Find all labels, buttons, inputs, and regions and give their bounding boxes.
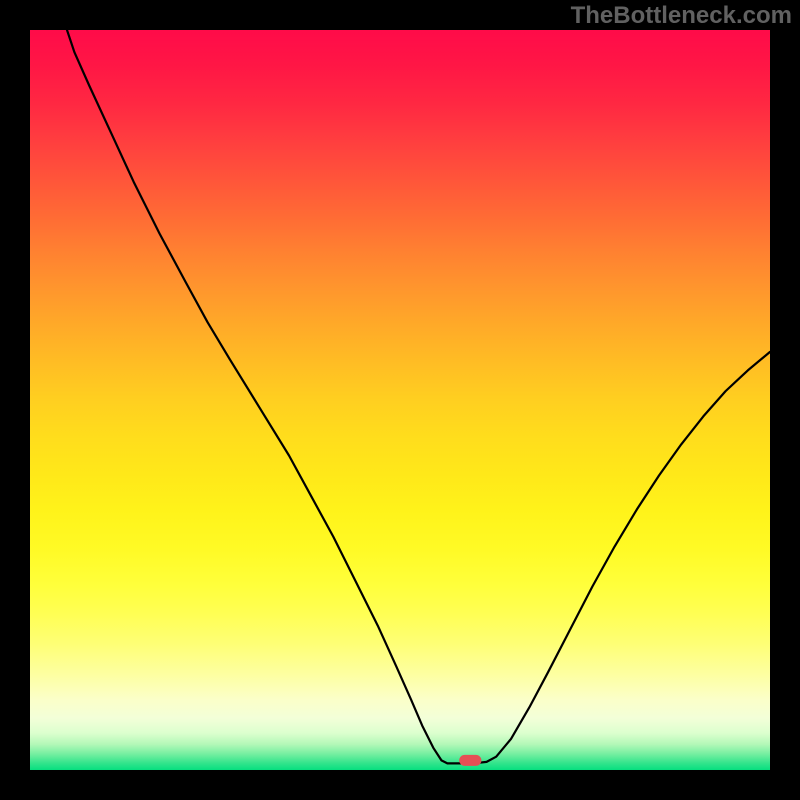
plot-svg bbox=[30, 30, 770, 770]
plot-area bbox=[30, 30, 770, 770]
optimal-point-marker bbox=[459, 755, 481, 766]
watermark-label: TheBottleneck.com bbox=[571, 2, 792, 30]
plot-background bbox=[30, 30, 770, 770]
chart-frame: TheBottleneck.com bbox=[0, 0, 800, 800]
